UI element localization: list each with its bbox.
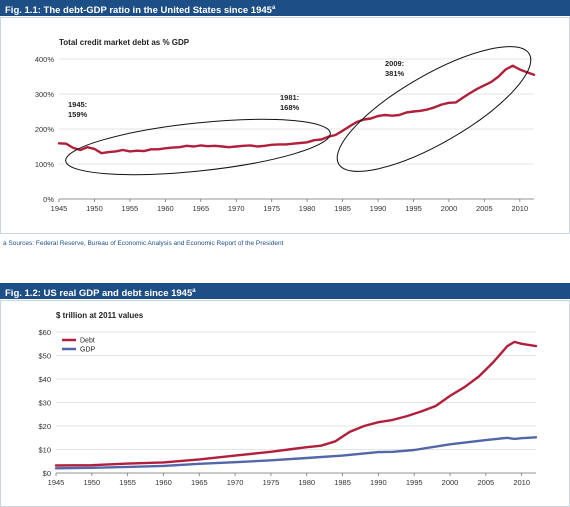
fig2-y-tick-label: $30 xyxy=(38,399,51,408)
fig2-x-tick-label: 2000 xyxy=(442,478,459,487)
fig2-x-tick-label: 1970 xyxy=(227,478,244,487)
fig1-title: Fig. 1.1: The debt-GDP ratio in the Unit… xyxy=(5,5,272,17)
fig1-annotation-year: 1945: xyxy=(68,100,87,109)
fig2-y-tick-label: $10 xyxy=(38,446,51,455)
fig2-y-tick-label: $50 xyxy=(38,352,51,361)
fig2-x-tick-label: 1965 xyxy=(191,478,208,487)
fig1-highlight-ellipse-1945-1981 xyxy=(65,118,331,176)
fig2-x-tick-label: 1980 xyxy=(298,478,315,487)
fig1-annotation-value: 168% xyxy=(280,103,300,112)
fig1-x-tick-label: 1965 xyxy=(192,204,209,213)
fig1-y-axis-title: Total credit market debt as % GDP xyxy=(59,38,190,47)
fig2-y-axis-title: $ trillion at 2011 values xyxy=(56,311,144,320)
fig1-x-tick-label: 1995 xyxy=(405,204,422,213)
fig1-annotation-year: 1981: xyxy=(280,93,299,102)
debt-ratio-chart: Total credit market debt as % GDP 0% 100% 2… xyxy=(35,38,536,213)
fig1-annotation-year: 2009: xyxy=(385,59,404,68)
fig1-sources-note: a Sources: Federal Reserve, Bureau of Ec… xyxy=(3,240,284,247)
fig1-x-tick-label: 1970 xyxy=(228,204,245,213)
fig1-x-tick-label: 1955 xyxy=(122,204,139,213)
fig2-panel: $ trillion at 2011 values $0 $10 $20 $30 $40 $… xyxy=(0,300,570,507)
fig2-legend-label-gdp: GDP xyxy=(80,347,96,354)
fig1-y-tick-label: 400% xyxy=(35,55,55,64)
fig2-x-tick-label: 1955 xyxy=(119,478,136,487)
fig1-x-tick-label: 1960 xyxy=(157,204,174,213)
fig2-title: Fig. 1.2: US real GDP and debt since 194… xyxy=(5,288,193,300)
fig1-x-tick-label: 1950 xyxy=(86,204,103,213)
fig1-title-bar: Fig. 1.1: The debt-GDP ratio in the Unit… xyxy=(0,0,570,16)
fig1-annotation-value: 381% xyxy=(385,69,405,78)
fig2-x-tick-label: 1960 xyxy=(155,478,172,487)
fig1-x-tick-label: 2000 xyxy=(441,204,458,213)
fig1-y-tick-label: 0% xyxy=(43,195,54,204)
fig1-y-tick-label: 100% xyxy=(35,160,55,169)
fig1-x-tick-label: 1985 xyxy=(334,204,351,213)
fig2-y-tick-label: $60 xyxy=(38,328,51,337)
fig2-x-tick-label: 1985 xyxy=(334,478,351,487)
fig2-x-tick-label: 1945 xyxy=(48,478,65,487)
fig1-series-line xyxy=(57,64,536,155)
fig1-y-tick-label: 300% xyxy=(35,90,55,99)
fig2-x-tick-label: 1950 xyxy=(83,478,100,487)
fig2-x-tick-label: 2005 xyxy=(478,478,495,487)
gdp-debt-chart: $ trillion at 2011 values $0 $10 $20 $30 $40 $… xyxy=(38,311,538,487)
fig1-x-tick-label: 2010 xyxy=(511,204,528,213)
fig1-x-tick-label: 1975 xyxy=(263,204,280,213)
fig1-y-tick-label: 200% xyxy=(35,125,55,134)
fig2-legend-label-debt: Debt xyxy=(80,338,95,345)
fig1-x-tick-label: 1945 xyxy=(51,204,68,213)
fig2-x-tick-label: 1990 xyxy=(370,478,387,487)
fig1-x-tick-label: 1980 xyxy=(299,204,316,213)
fig2-debt-line xyxy=(54,340,538,467)
fig1-x-tick-label: 2005 xyxy=(476,204,493,213)
fig2-title-bar: Fig. 1.2: US real GDP and debt since 194… xyxy=(0,283,570,299)
fig1-title-mark: a xyxy=(271,5,276,11)
fig2-y-tick-label: $40 xyxy=(38,375,51,384)
fig2-gdp-line xyxy=(54,436,538,470)
fig2-x-tick-label: 1995 xyxy=(406,478,423,487)
fig1-highlight-ellipse-2009 xyxy=(336,46,532,172)
fig2-title-mark: a xyxy=(192,288,196,294)
fig1-annotation-value: 159% xyxy=(68,110,88,119)
fig2-y-tick-label: $20 xyxy=(38,422,51,431)
fig2-x-tick-label: 1975 xyxy=(263,478,280,487)
fig1-panel: Total credit market debt as % GDP 0% 100% 2… xyxy=(0,17,570,234)
fig2-x-tick-label: 2010 xyxy=(513,478,530,487)
fig1-x-tick-label: 1990 xyxy=(370,204,387,213)
fig2-y-tick-label: $0 xyxy=(43,469,51,478)
